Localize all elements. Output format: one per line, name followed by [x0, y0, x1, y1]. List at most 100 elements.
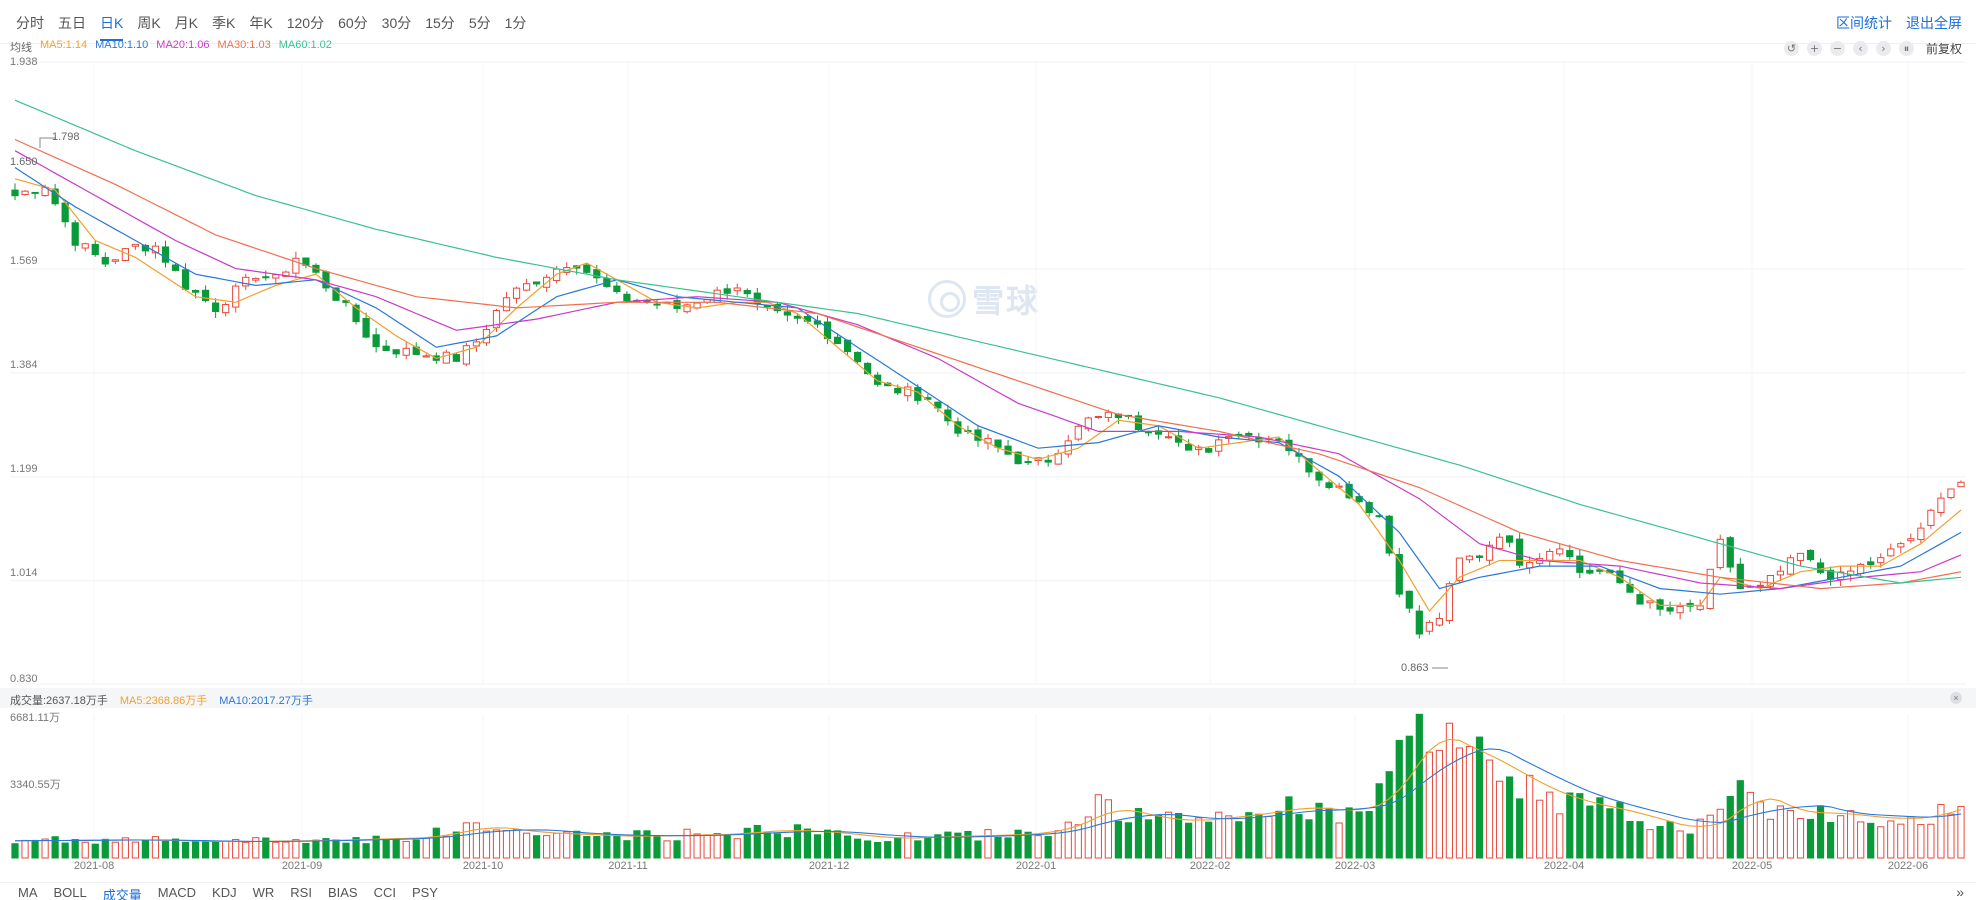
candle-body	[733, 287, 741, 292]
candle-body	[623, 293, 631, 301]
volume-bar	[482, 830, 491, 859]
zoom-in-icon[interactable]: +	[1806, 41, 1822, 56]
candle-body	[1917, 527, 1925, 541]
indicator-tab[interactable]: BIAS	[327, 885, 358, 900]
volume-bar	[1235, 821, 1243, 859]
candle	[1154, 425, 1163, 440]
candle-body	[282, 271, 290, 277]
indicator-tab[interactable]: RSI	[290, 885, 312, 900]
indicator-tab[interactable]: MA	[18, 885, 38, 900]
period-tab[interactable]: 1分	[504, 15, 527, 31]
candle-body	[1816, 562, 1825, 573]
volume-bar	[1596, 797, 1604, 859]
candle-body	[1796, 552, 1805, 561]
high-price-label: 1.798	[52, 131, 80, 143]
period-tab[interactable]: 5分	[468, 15, 491, 31]
volume-bar	[1556, 813, 1564, 859]
chevron-right-icon[interactable]: ›	[1875, 41, 1891, 56]
ma-legend-label: 均线	[10, 42, 32, 54]
volume-ma5-label: MA5:2368.86万手	[119, 695, 208, 707]
candle	[653, 299, 661, 310]
volume-bar	[1134, 807, 1143, 859]
period-tab[interactable]: 30分	[381, 15, 412, 31]
candle	[1616, 566, 1624, 584]
candle	[1305, 458, 1313, 478]
chevron-left-icon[interactable]: ‹	[1852, 41, 1868, 56]
period-tab[interactable]: 季K	[212, 15, 236, 31]
volume-bar	[1485, 759, 1494, 859]
candle-body	[1245, 432, 1253, 436]
candle	[1164, 431, 1173, 439]
reset-icon[interactable]: ↺	[1783, 41, 1799, 56]
indicator-tab[interactable]: PSY	[411, 885, 438, 900]
collapse-icon[interactable]: »	[1956, 884, 1964, 900]
ma-legend-item: MA30:1.03	[217, 39, 271, 51]
candle-body	[292, 257, 300, 274]
range-stats-button[interactable]: 区间统计	[1836, 15, 1892, 31]
volume-bar	[1335, 822, 1343, 859]
indicator-tab[interactable]: MACD	[157, 885, 197, 900]
left-price-label: 1.650	[10, 156, 38, 168]
period-tab[interactable]: 五日	[58, 15, 86, 31]
volume-bar	[1004, 837, 1012, 859]
indicator-tab[interactable]: WR	[252, 885, 275, 900]
period-tab[interactable]: 年K	[249, 15, 273, 31]
candle	[1857, 562, 1865, 577]
volume-bar	[1104, 799, 1112, 859]
period-tab[interactable]: 15分	[425, 15, 455, 31]
period-tab[interactable]: 60分	[338, 15, 368, 31]
candle-body	[1656, 599, 1664, 610]
zoom-out-icon[interactable]: −	[1829, 41, 1845, 56]
price-annotations	[39, 137, 1448, 669]
volume-bar	[1616, 801, 1624, 859]
candle-body	[1927, 509, 1935, 526]
candle-body	[1867, 561, 1875, 566]
adjust-mode-button[interactable]: 前复权	[1925, 42, 1962, 56]
candle-body	[382, 345, 390, 351]
candle	[1465, 555, 1474, 563]
indicator-tabs: MA BOLL 成交量 MACD KDJ WR RSI BIAS CCI PSY	[12, 885, 444, 900]
volume-bar	[1826, 822, 1835, 859]
candle	[201, 285, 210, 303]
volume-bar	[1887, 820, 1895, 859]
volume-bar	[1676, 830, 1684, 859]
volume-bar	[131, 841, 139, 859]
volume-bar	[61, 842, 69, 859]
candle	[502, 291, 511, 312]
candle	[1475, 554, 1484, 562]
indicator-tab[interactable]: CCI	[373, 885, 396, 900]
period-tab[interactable]: 月K	[174, 15, 199, 31]
period-tab[interactable]: 周K	[137, 15, 161, 31]
candle	[1054, 449, 1062, 465]
volume-bar	[322, 838, 330, 859]
close-volume-icon[interactable]: ×	[1950, 692, 1962, 704]
candle	[131, 243, 139, 250]
volume-bar	[1315, 802, 1323, 859]
candle-body	[512, 287, 521, 299]
candle	[362, 312, 370, 339]
volume-bar	[252, 837, 260, 859]
volume-bar	[1706, 814, 1714, 859]
indicator-tab[interactable]: BOLL	[53, 885, 87, 900]
volume-bar	[1425, 751, 1433, 859]
volume-bar	[171, 838, 180, 859]
indicator-tab[interactable]: 成交量	[102, 888, 142, 900]
period-tabs: 分时 五日 日K 周K 月K 季K 年K 120分 60分 30分 15分 5分 1分	[10, 10, 534, 41]
volume-bar	[222, 840, 230, 859]
candle-body	[1185, 443, 1193, 451]
pause-icon[interactable]: ⏸	[1898, 41, 1914, 56]
volume-bar	[583, 835, 591, 859]
period-tab[interactable]: 120分	[286, 15, 325, 31]
period-tab[interactable]: 日K	[94, 10, 129, 41]
indicator-tab[interactable]: KDJ	[212, 885, 237, 900]
candle-body	[1646, 600, 1654, 604]
period-tab[interactable]: 分时	[16, 15, 44, 31]
candle-body	[1566, 550, 1574, 558]
volume-bar	[613, 834, 621, 859]
ma-legend-item: MA20:1.06	[156, 39, 210, 51]
candle-body	[1104, 411, 1112, 418]
volume-bar	[442, 835, 450, 859]
x-axis-label: 2022-04	[1543, 860, 1585, 872]
exit-fullscreen-button[interactable]: 退出全屏	[1906, 15, 1962, 31]
